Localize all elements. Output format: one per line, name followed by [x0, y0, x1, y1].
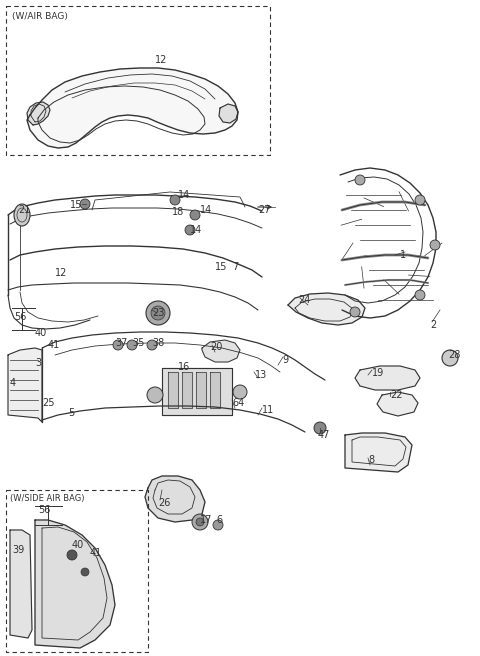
Text: 1: 1 — [400, 250, 406, 260]
Text: 15: 15 — [215, 262, 228, 272]
Text: 11: 11 — [262, 405, 274, 415]
Polygon shape — [345, 433, 412, 472]
Text: 56: 56 — [14, 312, 26, 322]
Polygon shape — [202, 340, 240, 362]
Polygon shape — [10, 530, 32, 638]
Circle shape — [81, 568, 89, 576]
Text: 17: 17 — [200, 515, 212, 525]
Circle shape — [196, 518, 204, 526]
Text: 41: 41 — [90, 548, 102, 558]
Text: 16: 16 — [178, 362, 190, 372]
Text: 18: 18 — [172, 207, 184, 217]
Text: 12: 12 — [155, 55, 168, 65]
Circle shape — [146, 301, 170, 325]
Circle shape — [233, 385, 247, 399]
Polygon shape — [288, 293, 365, 325]
Text: 24: 24 — [298, 295, 311, 305]
Text: 6: 6 — [216, 515, 222, 525]
Polygon shape — [27, 102, 50, 125]
Circle shape — [415, 290, 425, 300]
Polygon shape — [8, 348, 42, 422]
Circle shape — [127, 340, 137, 350]
Text: 19: 19 — [372, 368, 384, 378]
Text: 23: 23 — [152, 308, 164, 318]
Text: 7: 7 — [232, 262, 238, 272]
Text: 40: 40 — [72, 540, 84, 550]
Circle shape — [430, 240, 440, 250]
Circle shape — [442, 350, 458, 366]
Polygon shape — [210, 372, 220, 408]
Text: 8: 8 — [368, 455, 374, 465]
Circle shape — [170, 195, 180, 205]
Text: 47: 47 — [318, 430, 330, 440]
Text: 5: 5 — [68, 408, 74, 418]
Circle shape — [185, 225, 195, 235]
Text: 41: 41 — [48, 340, 60, 350]
Circle shape — [355, 175, 365, 185]
Text: 56: 56 — [38, 505, 50, 515]
Text: 14: 14 — [178, 190, 190, 200]
Text: 25: 25 — [42, 398, 55, 408]
Text: 39: 39 — [12, 545, 24, 555]
Text: (W/AIR BAG): (W/AIR BAG) — [12, 12, 68, 21]
Polygon shape — [162, 368, 232, 415]
Text: 4: 4 — [10, 378, 16, 388]
Polygon shape — [219, 104, 238, 123]
Text: 64: 64 — [232, 398, 244, 408]
Text: 14: 14 — [190, 225, 202, 235]
Text: 37: 37 — [115, 338, 127, 348]
Circle shape — [213, 520, 223, 530]
Text: 12: 12 — [55, 268, 67, 278]
Circle shape — [192, 514, 208, 530]
Text: 13: 13 — [255, 370, 267, 380]
Polygon shape — [145, 476, 205, 522]
Polygon shape — [168, 372, 178, 408]
Text: 20: 20 — [210, 342, 222, 352]
Text: 14: 14 — [200, 205, 212, 215]
Polygon shape — [355, 366, 420, 390]
Text: 9: 9 — [282, 355, 288, 365]
Circle shape — [190, 210, 200, 220]
Polygon shape — [35, 520, 115, 648]
Circle shape — [80, 199, 90, 209]
Circle shape — [151, 306, 165, 320]
Circle shape — [415, 195, 425, 205]
Polygon shape — [27, 68, 238, 148]
Text: (W/SIDE AIR BAG): (W/SIDE AIR BAG) — [10, 494, 84, 503]
Text: 15: 15 — [70, 200, 83, 210]
Text: 22: 22 — [390, 390, 403, 400]
Text: 3: 3 — [35, 358, 41, 368]
Ellipse shape — [14, 204, 30, 226]
Text: 27: 27 — [258, 205, 271, 215]
Text: 28: 28 — [448, 350, 460, 360]
Polygon shape — [377, 392, 418, 416]
Circle shape — [314, 422, 326, 434]
Circle shape — [113, 340, 123, 350]
Text: 2: 2 — [430, 320, 436, 330]
Text: 38: 38 — [152, 338, 164, 348]
Circle shape — [350, 307, 360, 317]
Circle shape — [147, 340, 157, 350]
Circle shape — [147, 387, 163, 403]
Polygon shape — [196, 372, 206, 408]
Text: 40: 40 — [35, 328, 47, 338]
Text: 35: 35 — [132, 338, 144, 348]
Polygon shape — [182, 372, 192, 408]
Text: 21: 21 — [18, 205, 30, 215]
Text: 26: 26 — [158, 498, 170, 508]
Circle shape — [67, 550, 77, 560]
